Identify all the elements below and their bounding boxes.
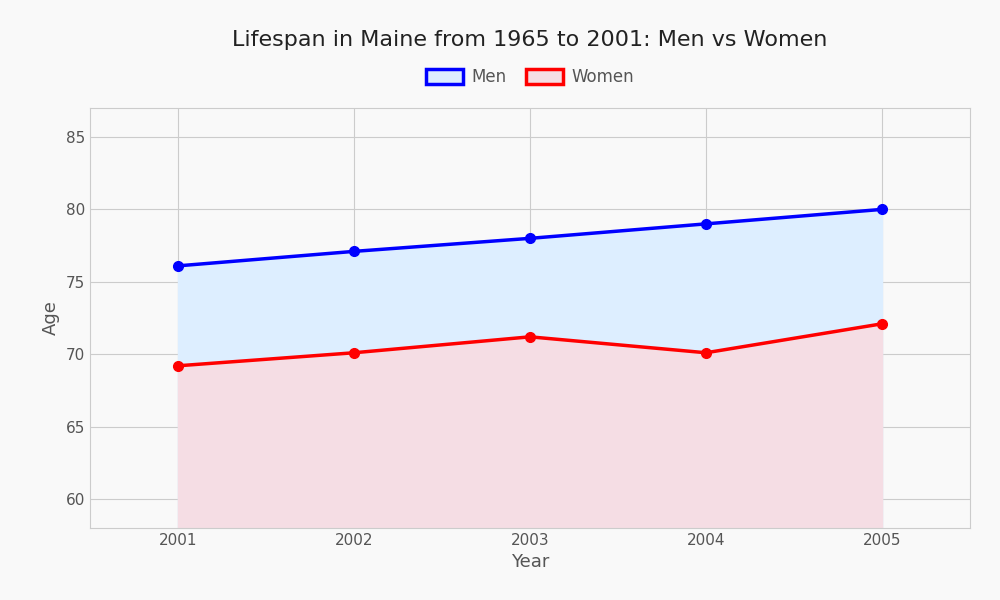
X-axis label: Year: Year — [511, 553, 549, 571]
Y-axis label: Age: Age — [42, 301, 60, 335]
Title: Lifespan in Maine from 1965 to 2001: Men vs Women: Lifespan in Maine from 1965 to 2001: Men… — [232, 29, 828, 49]
Legend: Men, Women: Men, Women — [426, 68, 634, 86]
